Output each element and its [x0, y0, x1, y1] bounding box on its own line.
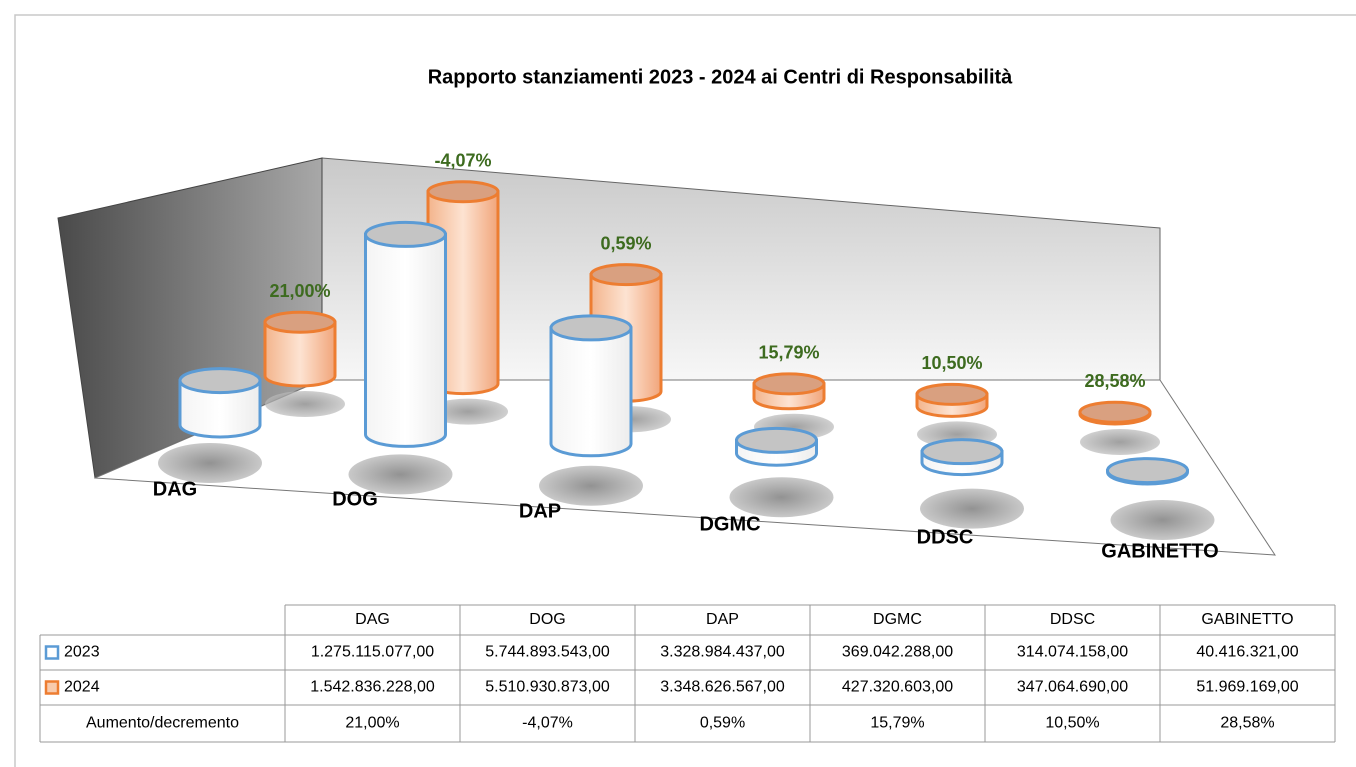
table-cell: 51.969.169,00 [1196, 679, 1298, 696]
cylinder [915, 382, 989, 418]
table-cell: 347.064.690,00 [1017, 679, 1128, 696]
cylinder [364, 220, 447, 448]
cylinder-top [752, 372, 826, 396]
cylinder [920, 438, 1004, 477]
change-label: 15,79% [758, 343, 819, 363]
plot-area [158, 180, 1215, 540]
chart-title: Rapporto stanziamenti 2023 - 2024 ai Cen… [428, 66, 1013, 88]
table-cell: -4,07% [522, 715, 573, 732]
change-label: -4,07% [434, 150, 491, 170]
table-cell: 0,59% [700, 715, 745, 732]
change-label: 0,59% [600, 233, 651, 253]
cylinder [178, 367, 262, 439]
cylinder-top [589, 263, 663, 287]
table-header: DAP [706, 611, 739, 628]
cylinder-body [263, 320, 337, 388]
table-cell: 1.542.836.228,00 [310, 679, 435, 696]
shadow [428, 398, 508, 425]
shadow [158, 443, 262, 483]
category-label: DAG [153, 478, 197, 500]
category-label: DGMC [699, 513, 760, 535]
table-cell: 40.416.321,00 [1196, 644, 1298, 661]
table-cell: 5.744.893.543,00 [485, 644, 610, 661]
cylinder [549, 314, 633, 458]
table-header: DDSC [1050, 611, 1095, 628]
table-cell: 1.275.115.077,00 [311, 644, 434, 661]
cylinder-top [263, 310, 337, 334]
cylinder-top [178, 367, 262, 395]
table-cell: 314.074.158,00 [1017, 644, 1128, 661]
cylinder-top [735, 426, 818, 454]
cylinder-top [549, 314, 633, 342]
change-label: 28,58% [1084, 371, 1145, 391]
table-cell: 15,79% [870, 715, 924, 732]
legend-key [44, 680, 60, 695]
chart-border [14, 14, 1356, 767]
legend-label: 2023 [64, 644, 100, 661]
table-cell: 427.320.603,00 [842, 679, 953, 696]
table-header: DAG [355, 611, 390, 628]
category-label: DAP [519, 500, 561, 522]
cylinder [263, 310, 337, 388]
table-cell: 10,50% [1045, 715, 1099, 732]
category-label: DOG [332, 488, 378, 510]
table-cell: 28,58% [1220, 715, 1274, 732]
table-header: GABINETTO [1201, 611, 1293, 628]
table-cell: 3.348.626.567,00 [660, 679, 785, 696]
shadow [348, 454, 453, 495]
shadow [729, 477, 834, 518]
table-cell: 369.042.288,00 [842, 644, 953, 661]
cylinder-top [1106, 457, 1189, 485]
cylinder-top [364, 220, 447, 248]
cylinder [735, 426, 818, 467]
table-header: DOG [529, 611, 565, 628]
cylinder-top [426, 180, 500, 204]
change-label: 10,50% [921, 353, 982, 373]
table-cell: 21,00% [345, 715, 399, 732]
cylinder [1078, 400, 1152, 426]
cylinder-body [178, 379, 262, 439]
shadow [1110, 500, 1215, 540]
category-label: DDSC [917, 526, 974, 548]
table-header: DGMC [873, 611, 922, 628]
cylinder-body [364, 232, 447, 448]
table-cell: 3.328.984.437,00 [660, 644, 785, 661]
category-label: GABINETTO [1101, 540, 1218, 562]
cylinder-body [549, 326, 633, 458]
cylinder [1106, 457, 1189, 486]
row-label: Aumento/decremento [86, 715, 239, 732]
change-label: 21,00% [269, 281, 330, 301]
legend-key [44, 645, 60, 660]
legend-label: 2024 [64, 679, 100, 696]
cylinder-top [915, 382, 989, 406]
shadow [539, 465, 643, 506]
shadow [920, 488, 1024, 529]
table-cell: 5.510.930.873,00 [485, 679, 610, 696]
cylinder-top [1078, 400, 1152, 424]
cylinder [752, 372, 826, 411]
shadow [265, 391, 345, 417]
cylinder-top [920, 438, 1004, 466]
shadow [1080, 429, 1160, 455]
